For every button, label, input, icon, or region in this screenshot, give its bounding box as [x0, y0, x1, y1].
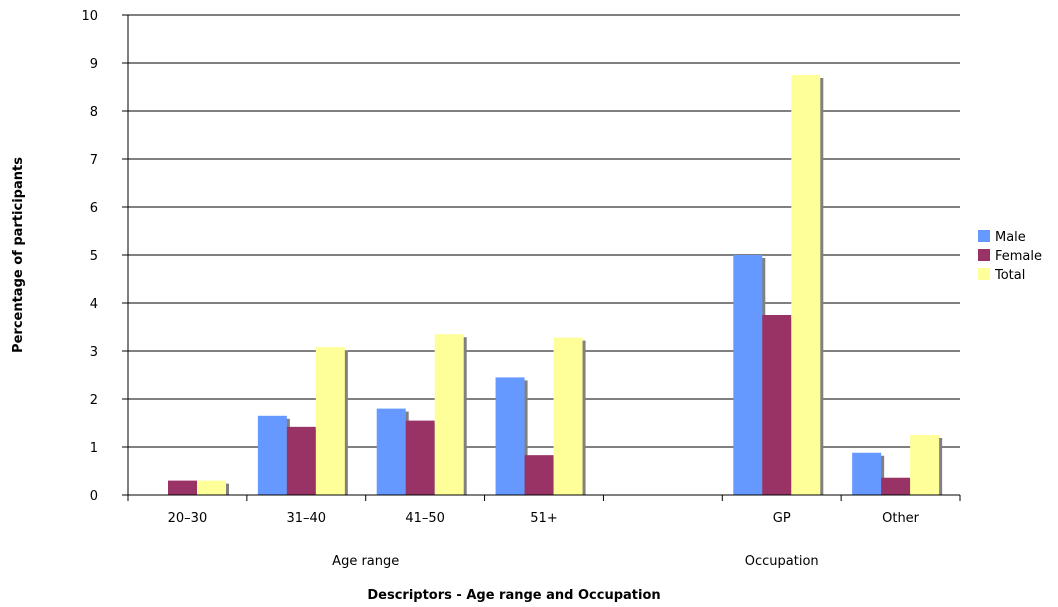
- gridlines: [128, 14, 960, 448]
- bar-male: [495, 377, 525, 495]
- bar-total: [553, 337, 583, 495]
- y-tick-label: 2: [90, 393, 98, 408]
- bar-total: [434, 334, 464, 495]
- x-category-label: Other: [882, 511, 920, 526]
- bars: [168, 75, 943, 495]
- y-tick-label: 9: [90, 57, 98, 72]
- bar-female: [524, 455, 554, 495]
- axes: [127, 15, 961, 501]
- x-axis-category-labels: 20–30 31–40 41–50 51+ GP Other: [168, 511, 920, 526]
- y-tick-label: 0: [90, 489, 98, 504]
- legend-swatch-total: [978, 268, 990, 280]
- legend-label-total: Total: [994, 268, 1025, 283]
- y-tick-label: 5: [90, 249, 98, 264]
- legend: Male Female Total: [978, 230, 1042, 283]
- bar-total: [791, 75, 821, 495]
- x-category-label: 51+: [530, 511, 557, 526]
- y-axis-ticks: 0 1 2 3 4 5 6 7 8 9 10: [81, 9, 128, 504]
- y-tick-label: 1: [90, 441, 98, 456]
- x-axis-group-labels: Age range Occupation: [332, 554, 818, 569]
- y-tick-label: 6: [90, 201, 98, 216]
- y-tick-label: 8: [90, 105, 98, 120]
- x-group-label: Age range: [332, 554, 399, 569]
- bar-male: [257, 415, 287, 495]
- legend-swatch-male: [978, 230, 990, 242]
- bar-male: [733, 255, 763, 495]
- bar-male: [376, 408, 406, 495]
- legend-swatch-female: [978, 249, 990, 261]
- y-tick-label: 3: [90, 345, 98, 360]
- y-tick-label: 10: [81, 9, 98, 24]
- bar-total: [910, 435, 940, 495]
- bar-female: [762, 315, 792, 495]
- bar-total: [197, 480, 226, 495]
- x-axis-title: Descriptors - Age range and Occupation: [367, 588, 660, 603]
- bar-female: [168, 480, 197, 495]
- bar-male: [852, 452, 882, 495]
- bar-female: [405, 420, 435, 495]
- y-tick-label: 4: [90, 297, 98, 312]
- x-group-label: Occupation: [745, 554, 819, 569]
- x-category-label: 20–30: [168, 511, 208, 526]
- legend-label-male: Male: [995, 230, 1026, 245]
- y-axis-title: Percentage of participants: [11, 157, 26, 353]
- x-category-label: 31–40: [286, 511, 326, 526]
- x-category-label: 41–50: [405, 511, 445, 526]
- bar-female: [286, 426, 316, 495]
- x-category-label: GP: [773, 511, 791, 526]
- y-tick-label: 7: [90, 153, 98, 168]
- bar-total: [315, 347, 345, 495]
- legend-label-female: Female: [995, 249, 1042, 264]
- bar-female: [881, 477, 911, 495]
